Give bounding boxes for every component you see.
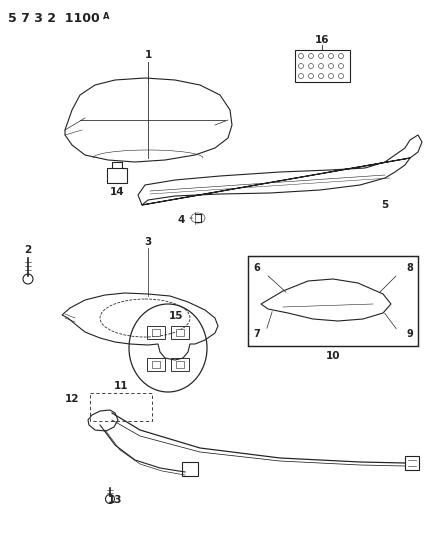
- Bar: [171, 358, 189, 371]
- Bar: [176, 361, 184, 368]
- Text: 11: 11: [114, 381, 128, 391]
- Bar: [171, 326, 189, 339]
- Bar: [107, 168, 127, 183]
- Text: 15: 15: [169, 311, 183, 321]
- Text: 6: 6: [254, 263, 260, 273]
- Text: 16: 16: [315, 35, 329, 45]
- Bar: [147, 358, 165, 371]
- Text: 8: 8: [407, 263, 414, 273]
- Text: 4: 4: [177, 215, 185, 225]
- Bar: [152, 361, 160, 368]
- Bar: [248, 256, 418, 346]
- Bar: [295, 50, 350, 82]
- Text: 5: 5: [381, 200, 389, 210]
- Text: 13: 13: [108, 495, 122, 505]
- Text: 12: 12: [65, 394, 79, 404]
- Text: 2: 2: [24, 245, 32, 255]
- Bar: [182, 462, 198, 476]
- Text: 5 7 3 2  1100: 5 7 3 2 1100: [8, 12, 100, 25]
- Bar: [90, 393, 152, 421]
- Bar: [176, 329, 184, 336]
- Text: 10: 10: [326, 351, 340, 361]
- Bar: [147, 326, 165, 339]
- Text: 9: 9: [407, 329, 414, 339]
- Text: 7: 7: [254, 329, 260, 339]
- Bar: [152, 329, 160, 336]
- Text: 14: 14: [110, 187, 124, 197]
- Text: 3: 3: [145, 237, 151, 247]
- Text: A: A: [103, 12, 109, 21]
- Bar: [405, 456, 419, 470]
- Text: 1: 1: [145, 50, 151, 60]
